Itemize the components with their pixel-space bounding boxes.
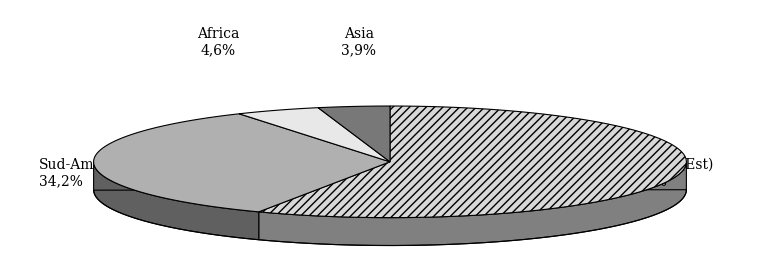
Polygon shape [318, 106, 390, 162]
Polygon shape [259, 106, 686, 218]
Polygon shape [259, 162, 686, 246]
Text: Europa (Est)
57,3%: Europa (Est) 57,3% [624, 158, 714, 188]
Text: Sud-America
34,2%: Sud-America 34,2% [39, 158, 130, 188]
Polygon shape [94, 162, 259, 240]
Polygon shape [94, 114, 390, 212]
Text: Asia
3,9%: Asia 3,9% [342, 27, 376, 57]
Polygon shape [239, 108, 390, 162]
Text: Africa
4,6%: Africa 4,6% [197, 27, 239, 57]
